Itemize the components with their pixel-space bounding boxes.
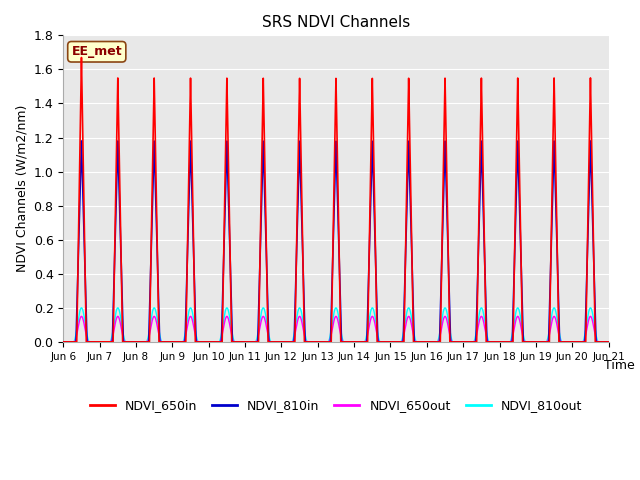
NDVI_650in [532,339,540,345]
NDVI_650in [60,339,67,345]
NDVI_810out [532,339,540,345]
NDVI_650out [348,339,356,345]
NDVI_810in [179,339,187,345]
NDVI_810in [587,138,595,144]
Y-axis label: NDVI Channels (W/m2/nm): NDVI Channels (W/m2/nm) [15,105,28,272]
NDVI_810in [60,339,67,345]
NDVI_650out [605,339,612,345]
Line: NDVI_650out: NDVI_650out [63,316,609,342]
NDVI_650in [119,339,127,345]
Legend: NDVI_650in, NDVI_810in, NDVI_650out, NDVI_810out: NDVI_650in, NDVI_810in, NDVI_650out, NDV… [84,394,588,417]
Line: NDVI_810out: NDVI_810out [63,308,609,342]
NDVI_650in [605,339,612,345]
NDVI_810out [605,339,612,345]
NDVI_650in [77,104,84,109]
NDVI_650out [532,339,540,345]
NDVI_810in [348,339,356,345]
X-axis label: Time: Time [604,359,635,372]
NDVI_650in [77,55,85,60]
NDVI_810in [532,339,540,345]
Line: NDVI_650in: NDVI_650in [63,58,609,342]
Text: EE_met: EE_met [72,45,122,58]
NDVI_650in [179,339,187,345]
NDVI_810out [348,339,356,345]
NDVI_650out [179,339,187,345]
Line: NDVI_810in: NDVI_810in [63,141,609,342]
Title: SRS NDVI Channels: SRS NDVI Channels [262,15,410,30]
NDVI_650out [77,313,85,319]
NDVI_650out [77,314,84,320]
NDVI_650out [190,326,198,332]
NDVI_810out [77,306,84,312]
NDVI_810in [190,274,198,279]
NDVI_810in [119,318,127,324]
NDVI_810in [605,339,612,345]
NDVI_810out [77,305,85,311]
NDVI_650out [60,339,67,345]
NDVI_810out [60,339,67,345]
NDVI_810out [119,328,127,334]
NDVI_650in [348,339,356,345]
NDVI_650out [119,333,127,339]
NDVI_810in [77,168,84,174]
NDVI_810out [190,320,198,326]
NDVI_810out [179,339,187,345]
NDVI_650in [190,281,198,287]
